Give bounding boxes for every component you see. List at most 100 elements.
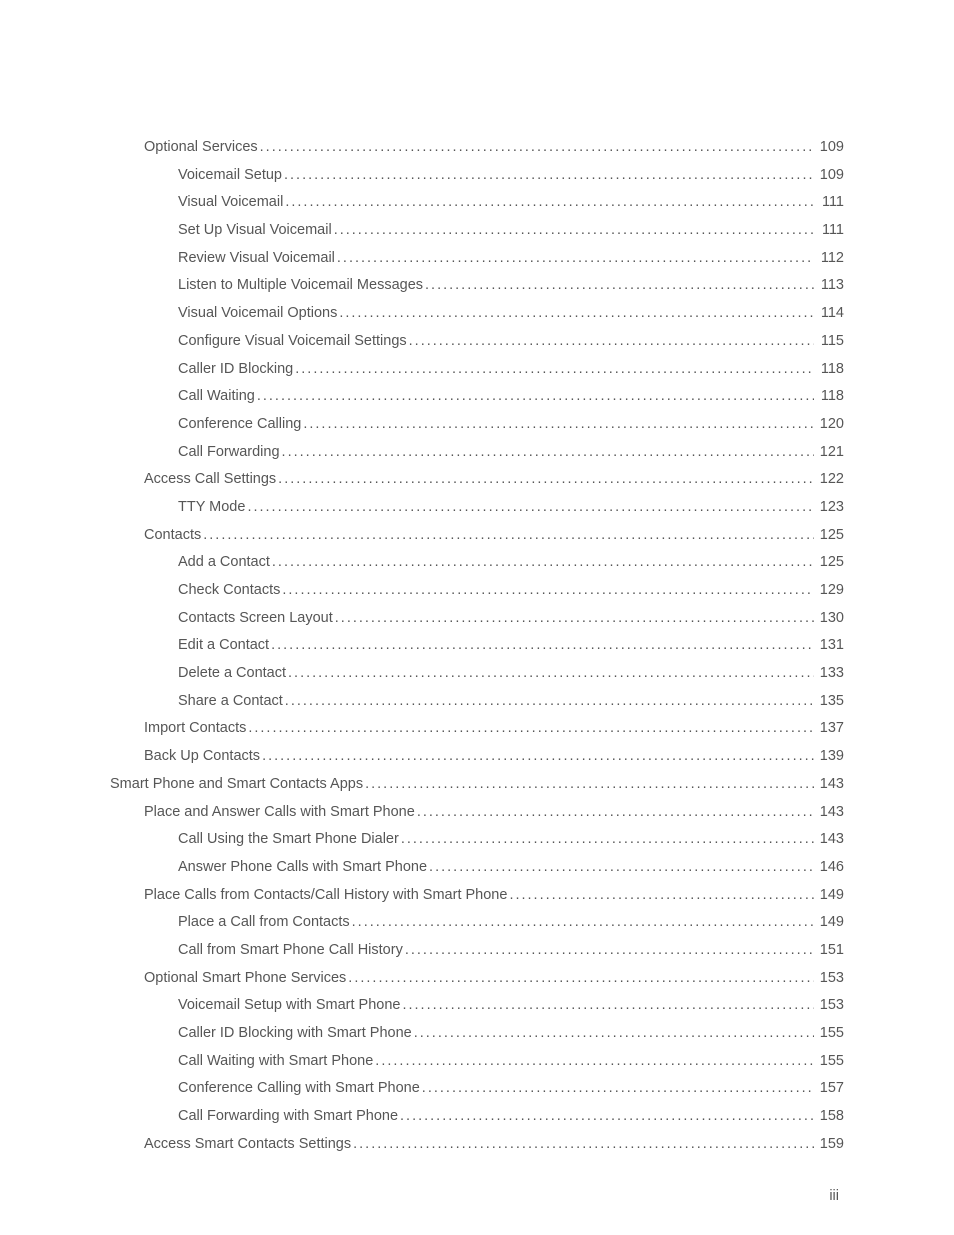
toc-entry-title: Add a Contact [178, 555, 272, 570]
toc-entry-title: Set Up Visual Voicemail [178, 223, 334, 238]
toc-entry[interactable]: Place and Answer Calls with Smart Phone 1… [110, 805, 844, 820]
toc-entry-page: 151 [814, 943, 844, 958]
toc-entry[interactable]: Review Visual Voicemail112 [110, 251, 844, 266]
toc-entry-page: 155 [814, 1054, 844, 1069]
toc-entry-title: Import Contacts [144, 721, 248, 736]
toc-entry[interactable]: Optional Services109 [110, 140, 844, 155]
toc-entry[interactable]: Optional Smart Phone Services153 [110, 971, 844, 986]
toc-leader-dots [248, 721, 814, 736]
toc-entry[interactable]: Call Forwarding 121 [110, 445, 844, 460]
toc-entry-page: 130 [814, 611, 844, 626]
toc-leader-dots [509, 888, 814, 903]
toc-entry-title: Delete a Contact [178, 666, 288, 681]
toc-leader-dots [414, 1026, 814, 1041]
toc-entry-page: 120 [814, 417, 844, 432]
toc-leader-dots [402, 998, 814, 1013]
toc-entry-title: Configure Visual Voicemail Settings [178, 334, 409, 349]
toc-entry-page: 153 [814, 998, 844, 1013]
toc-entry-page: 159 [814, 1137, 844, 1152]
toc-entry-title: Answer Phone Calls with Smart Phone [178, 860, 429, 875]
toc-entry-title: Review Visual Voicemail [178, 251, 337, 266]
toc-leader-dots [284, 168, 814, 183]
toc-entry-page: 143 [814, 805, 844, 820]
toc-entry-title: Voicemail Setup [178, 168, 284, 183]
toc-entry-page: 149 [814, 915, 844, 930]
toc-entry-title: Contacts [144, 528, 203, 543]
toc-entry[interactable]: Place Calls from Contacts/Call History w… [110, 888, 844, 903]
toc-entry[interactable]: Configure Visual Voicemail Settings 115 [110, 334, 844, 349]
toc-entry-page: 158 [814, 1109, 844, 1124]
toc-entry[interactable]: Contacts Screen Layout 130 [110, 611, 844, 626]
toc-entry-page: 146 [814, 860, 844, 875]
toc-entry-title: Call Forwarding [178, 445, 282, 460]
toc-entry-title: Contacts Screen Layout [178, 611, 335, 626]
toc-entry-page: 143 [814, 832, 844, 847]
toc-entry[interactable]: Check Contacts129 [110, 583, 844, 598]
toc-entry[interactable]: Call Using the Smart Phone Dialer143 [110, 832, 844, 847]
toc-leader-dots [337, 251, 814, 266]
toc-entry[interactable]: Access Smart Contacts Settings159 [110, 1137, 844, 1152]
toc-entry-title: Access Call Settings [144, 472, 278, 487]
toc-entry-title: Place a Call from Contacts [178, 915, 352, 930]
toc-entry-page: 135 [814, 694, 844, 709]
toc-entry-page: 123 [814, 500, 844, 515]
toc-entry-title: Caller ID Blocking [178, 362, 295, 377]
toc-entry[interactable]: Contacts125 [110, 528, 844, 543]
toc-entry[interactable]: Caller ID Blocking with Smart Phone155 [110, 1026, 844, 1041]
toc-entry-page: 111 [814, 195, 844, 210]
toc-entry[interactable]: Conference Calling with Smart Phone157 [110, 1081, 844, 1096]
toc-entry-page: 115 [814, 334, 844, 349]
toc-entry-title: Edit a Contact [178, 638, 271, 653]
toc-entry[interactable]: Answer Phone Calls with Smart Phone 146 [110, 860, 844, 875]
toc-entry[interactable]: TTY Mode123 [110, 500, 844, 515]
toc-entry-page: 114 [814, 306, 844, 321]
toc-entry-title: Voicemail Setup with Smart Phone [178, 998, 402, 1013]
toc-entry-page: 109 [814, 140, 844, 155]
toc-entry-title: Call Waiting [178, 389, 257, 404]
toc-entry-page: 149 [814, 888, 844, 903]
toc-entry-page: 133 [814, 666, 844, 681]
toc-entry[interactable]: Call Waiting with Smart Phone155 [110, 1054, 844, 1069]
toc-leader-dots [257, 389, 814, 404]
toc-entry[interactable]: Caller ID Blocking118 [110, 362, 844, 377]
toc-entry[interactable]: Share a Contact 135 [110, 694, 844, 709]
toc-entry-page: 137 [814, 721, 844, 736]
toc-entry-title: Place and Answer Calls with Smart Phone [144, 805, 417, 820]
toc-entry[interactable]: Add a Contact 125 [110, 555, 844, 570]
toc-entry[interactable]: Visual Voicemail111 [110, 195, 844, 210]
toc-entry-page: 111 [814, 223, 844, 238]
toc-entry-title: Listen to Multiple Voicemail Messages [178, 278, 425, 293]
toc-leader-dots [409, 334, 814, 349]
toc-entry[interactable]: Smart Phone and Smart Contacts Apps143 [110, 777, 844, 792]
toc-entry[interactable]: Call from Smart Phone Call History151 [110, 943, 844, 958]
toc-entry-title: Caller ID Blocking with Smart Phone [178, 1026, 414, 1041]
toc-leader-dots [260, 140, 814, 155]
toc-entry-page: 125 [814, 555, 844, 570]
toc-leader-dots [203, 528, 814, 543]
toc-entry[interactable]: Set Up Visual Voicemail 111 [110, 223, 844, 238]
toc-entry-page: 121 [814, 445, 844, 460]
toc-entry[interactable]: Place a Call from Contacts 149 [110, 915, 844, 930]
toc-entry[interactable]: Listen to Multiple Voicemail Messages113 [110, 278, 844, 293]
toc-entry[interactable]: Access Call Settings122 [110, 472, 844, 487]
toc-entry[interactable]: Delete a Contact 133 [110, 666, 844, 681]
toc-entry-title: Smart Phone and Smart Contacts Apps [110, 777, 365, 792]
toc-leader-dots [365, 777, 814, 792]
toc-entry-page: 118 [814, 389, 844, 404]
toc-entry[interactable]: Back Up Contacts139 [110, 749, 844, 764]
toc-entry[interactable]: Import Contacts 137 [110, 721, 844, 736]
toc-entry-title: Place Calls from Contacts/Call History w… [144, 888, 509, 903]
toc-entry[interactable]: Conference Calling120 [110, 417, 844, 432]
toc-leader-dots [375, 1054, 814, 1069]
toc-entry[interactable]: Visual Voicemail Options114 [110, 306, 844, 321]
toc-entry-title: Back Up Contacts [144, 749, 262, 764]
toc-entry[interactable]: Call Waiting 118 [110, 389, 844, 404]
toc-entry[interactable]: Edit a Contact131 [110, 638, 844, 653]
toc-entry[interactable]: Voicemail Setup with Smart Phone 153 [110, 998, 844, 1013]
toc-entry-title: Check Contacts [178, 583, 282, 598]
toc-entry-title: Share a Contact [178, 694, 285, 709]
toc-leader-dots [334, 223, 814, 238]
toc-entry[interactable]: Voicemail Setup109 [110, 168, 844, 183]
toc-leader-dots [417, 805, 814, 820]
toc-entry[interactable]: Call Forwarding with Smart Phone158 [110, 1109, 844, 1124]
